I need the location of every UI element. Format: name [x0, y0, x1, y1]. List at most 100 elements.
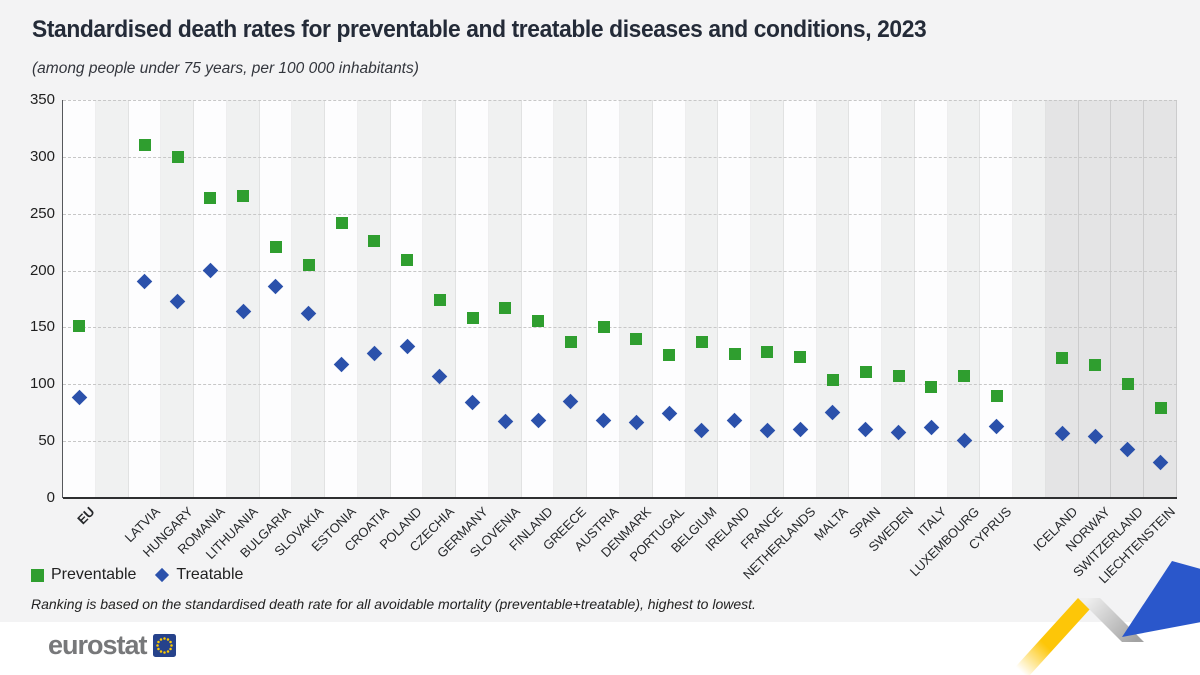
x-axis-label-czechia: CZECHIA	[406, 504, 458, 555]
eu-flag-icon	[152, 634, 176, 657]
preventable-marker	[728, 347, 741, 360]
column-cyprus	[980, 100, 1014, 498]
x-axis-label-ireland: IRELAND	[702, 504, 753, 554]
x-axis-label-cyprus: CYPRUS	[965, 504, 1015, 553]
preventable-marker	[958, 370, 971, 383]
preventable-marker	[1154, 402, 1167, 415]
x-axis-label-portugal: PORTUGAL	[626, 504, 687, 565]
x-axis-label-malta: MALTA	[811, 504, 851, 544]
treatable-diamond-icon	[154, 567, 169, 583]
y-axis-tick-200: 200	[29, 261, 55, 279]
preventable-marker	[532, 314, 545, 327]
page-subtitle: (among people under 75 years, per 100 00…	[32, 60, 419, 77]
x-axis-label-iceland: ICELAND	[1029, 504, 1080, 554]
x-axis-label-netherlands: NETHERLANDS	[739, 504, 818, 583]
column-poland	[390, 100, 424, 498]
column-switzerland	[1111, 100, 1145, 498]
preventable-marker	[73, 320, 86, 333]
preventable-marker	[433, 294, 446, 307]
legend-item-treatable: Treatable	[154, 566, 243, 584]
preventable-marker	[466, 312, 479, 325]
x-axis-label-finland: FINLAND	[506, 504, 556, 554]
column-ireland	[718, 100, 752, 498]
column-slovakia	[292, 100, 326, 498]
preventable-marker	[171, 150, 184, 163]
x-axis-label-belgium: BELGIUM	[668, 504, 720, 556]
x-axis-label-liechtenstein: LIECHTENSTEIN	[1096, 504, 1179, 587]
column-lithuania	[226, 100, 260, 498]
preventable-marker	[269, 240, 282, 253]
legend-label-treatable: Treatable	[176, 566, 244, 583]
column-liechtenstein	[1144, 100, 1177, 498]
preventable-marker	[663, 348, 676, 361]
preventable-marker	[204, 191, 217, 204]
column-denmark	[620, 100, 653, 498]
preventable-marker	[564, 336, 577, 349]
preventable-marker	[630, 332, 643, 345]
column-finland	[521, 100, 555, 498]
x-axis-line	[63, 497, 1177, 499]
gridline-100	[63, 384, 1177, 386]
preventable-square-icon	[31, 568, 44, 582]
x-axis-label-slovenia: SLOVENIA	[466, 504, 523, 561]
x-axis-label-austria: AUSTRIA	[571, 504, 622, 554]
preventable-marker	[892, 370, 905, 383]
column-malta	[816, 100, 850, 498]
x-axis-label-denmark: DENMARK	[597, 504, 654, 561]
column-belgium	[685, 100, 719, 498]
y-axis-tick-150: 150	[29, 318, 55, 336]
column-spain	[849, 100, 883, 498]
column-italy	[914, 100, 948, 498]
preventable-marker	[925, 380, 938, 393]
y-axis-tick-300: 300	[29, 147, 55, 165]
footer-band	[0, 622, 1200, 675]
column-spacer	[95, 100, 129, 498]
preventable-marker	[695, 336, 708, 349]
column-croatia	[357, 100, 391, 498]
x-axis-label-sweden: SWEDEN	[865, 504, 917, 555]
preventable-marker	[401, 254, 414, 267]
y-axis-tick-250: 250	[29, 204, 55, 222]
x-axis-label-switzerland: SWITZERLAND	[1069, 504, 1146, 580]
column-germany	[456, 100, 489, 498]
preventable-marker	[1056, 352, 1069, 365]
x-axis-label-spain: SPAIN	[846, 504, 884, 542]
x-axis-label-croatia: CROATIA	[341, 504, 392, 555]
column-austria	[587, 100, 620, 498]
preventable-marker	[237, 189, 250, 202]
x-axis-label-romania: ROMANIA	[175, 504, 229, 558]
column-luxembourg	[947, 100, 981, 498]
gridline-200	[63, 270, 1177, 272]
column-eu	[63, 100, 96, 498]
x-axis-label-greece: GREECE	[539, 504, 589, 554]
preventable-marker	[859, 365, 872, 378]
preventable-marker	[597, 321, 610, 334]
y-axis-tick-350: 350	[29, 91, 55, 108]
x-axis-label-germany: GERMANY	[433, 504, 491, 561]
preventable-marker	[138, 139, 151, 152]
preventable-marker	[826, 373, 839, 386]
y-axis-tick-0: 0	[46, 489, 55, 506]
x-axis-label-italy: ITALY	[914, 504, 949, 539]
column-latvia	[128, 100, 162, 498]
preventable-marker	[990, 389, 1003, 402]
x-axis-label-estonia: ESTONIA	[308, 504, 360, 555]
footnote: Ranking is based on the standardised dea…	[31, 596, 756, 612]
x-axis-label-luxembourg: LUXEMBOURG	[906, 504, 982, 580]
x-axis-label-latvia: LATVIA	[121, 504, 163, 546]
column-estonia	[325, 100, 358, 498]
column-netherlands	[783, 100, 817, 498]
column-spacer	[1013, 100, 1046, 498]
y-axis-tick-50: 50	[38, 432, 55, 450]
column-slovenia	[488, 100, 522, 498]
preventable-marker	[1089, 358, 1102, 371]
preventable-marker	[335, 216, 348, 229]
preventable-marker	[302, 258, 315, 271]
gridline-50	[63, 441, 1177, 443]
legend: Preventable Treatable	[31, 566, 243, 584]
eurostat-logo-text: eurostat	[48, 630, 148, 660]
column-romania	[194, 100, 227, 498]
legend-label-preventable: Preventable	[51, 566, 137, 583]
gridline-150	[63, 327, 1177, 329]
